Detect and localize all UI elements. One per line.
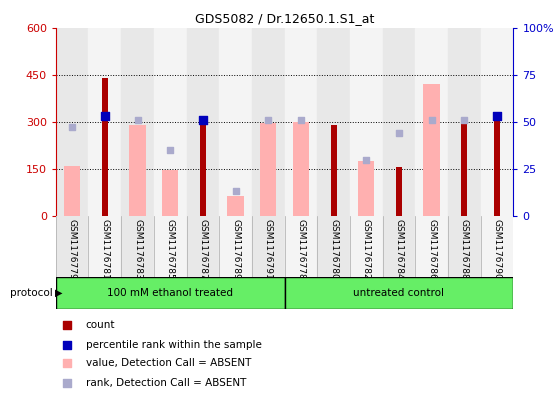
Title: GDS5082 / Dr.12650.1.S1_at: GDS5082 / Dr.12650.1.S1_at — [195, 12, 374, 25]
Point — [68, 123, 76, 130]
Bar — [56, 277, 285, 309]
Bar — [252, 28, 285, 216]
Bar — [154, 28, 186, 216]
Point — [460, 117, 469, 123]
Point — [427, 117, 436, 123]
Bar — [56, 216, 513, 277]
Bar — [186, 216, 219, 277]
Bar — [219, 28, 252, 216]
Point — [133, 117, 142, 123]
Text: GSM1176791: GSM1176791 — [264, 219, 273, 280]
Bar — [396, 167, 402, 216]
Bar — [102, 78, 108, 216]
Bar — [480, 28, 513, 216]
Bar — [350, 216, 383, 277]
Bar — [252, 216, 285, 277]
Bar — [219, 216, 252, 277]
Bar — [415, 28, 448, 216]
Point — [395, 130, 403, 136]
Point — [100, 113, 109, 119]
Bar — [448, 28, 480, 216]
Bar — [415, 216, 448, 277]
Text: GSM1176784: GSM1176784 — [395, 219, 403, 280]
Bar — [186, 28, 219, 216]
Bar — [494, 119, 500, 216]
Bar — [260, 123, 276, 216]
Bar — [480, 216, 513, 277]
Text: GSM1176790: GSM1176790 — [493, 219, 502, 280]
Text: GSM1176780: GSM1176780 — [329, 219, 338, 280]
Bar — [318, 28, 350, 216]
Bar — [56, 216, 89, 277]
Text: percentile rank within the sample: percentile rank within the sample — [85, 340, 261, 350]
Text: GSM1176789: GSM1176789 — [231, 219, 240, 280]
Bar — [285, 277, 513, 309]
Text: GSM1176786: GSM1176786 — [427, 219, 436, 280]
Text: GSM1176782: GSM1176782 — [362, 219, 371, 280]
Point — [296, 117, 305, 123]
Point — [63, 322, 71, 329]
Bar — [154, 216, 186, 277]
Bar — [383, 28, 415, 216]
Point — [231, 188, 240, 194]
Bar — [56, 28, 89, 216]
Bar — [461, 122, 467, 216]
Text: GSM1176781: GSM1176781 — [100, 219, 109, 280]
Point — [63, 360, 71, 367]
Text: GSM1176788: GSM1176788 — [460, 219, 469, 280]
Bar — [424, 84, 440, 216]
Bar — [121, 28, 154, 216]
Bar — [293, 122, 309, 216]
Text: value, Detection Call = ABSENT: value, Detection Call = ABSENT — [85, 358, 251, 368]
Bar — [121, 216, 154, 277]
Point — [199, 117, 208, 123]
Text: GSM1176785: GSM1176785 — [166, 219, 175, 280]
Bar — [129, 125, 146, 216]
Bar — [358, 161, 374, 216]
Bar — [89, 28, 121, 216]
Bar — [350, 28, 383, 216]
Text: 100 mM ethanol treated: 100 mM ethanol treated — [107, 288, 233, 298]
Point — [264, 117, 273, 123]
Bar — [318, 216, 350, 277]
Text: rank, Detection Call = ABSENT: rank, Detection Call = ABSENT — [85, 378, 246, 388]
Point — [493, 113, 502, 119]
Bar — [448, 216, 480, 277]
Text: GSM1176778: GSM1176778 — [296, 219, 305, 280]
Bar — [331, 125, 336, 216]
Text: protocol: protocol — [10, 288, 53, 298]
Bar — [200, 120, 206, 216]
Bar — [285, 28, 318, 216]
Point — [63, 342, 71, 348]
Point — [166, 147, 175, 153]
Bar — [162, 170, 179, 216]
Text: GSM1176779: GSM1176779 — [68, 219, 76, 280]
Text: GSM1176783: GSM1176783 — [133, 219, 142, 280]
Point — [362, 156, 371, 163]
Text: ▶: ▶ — [55, 288, 62, 298]
Bar — [383, 216, 415, 277]
Bar — [89, 216, 121, 277]
Bar — [228, 196, 244, 216]
Text: untreated control: untreated control — [353, 288, 445, 298]
Bar — [64, 166, 80, 216]
Point — [63, 380, 71, 386]
Bar — [285, 216, 318, 277]
Text: count: count — [85, 320, 115, 331]
Text: GSM1176787: GSM1176787 — [199, 219, 208, 280]
